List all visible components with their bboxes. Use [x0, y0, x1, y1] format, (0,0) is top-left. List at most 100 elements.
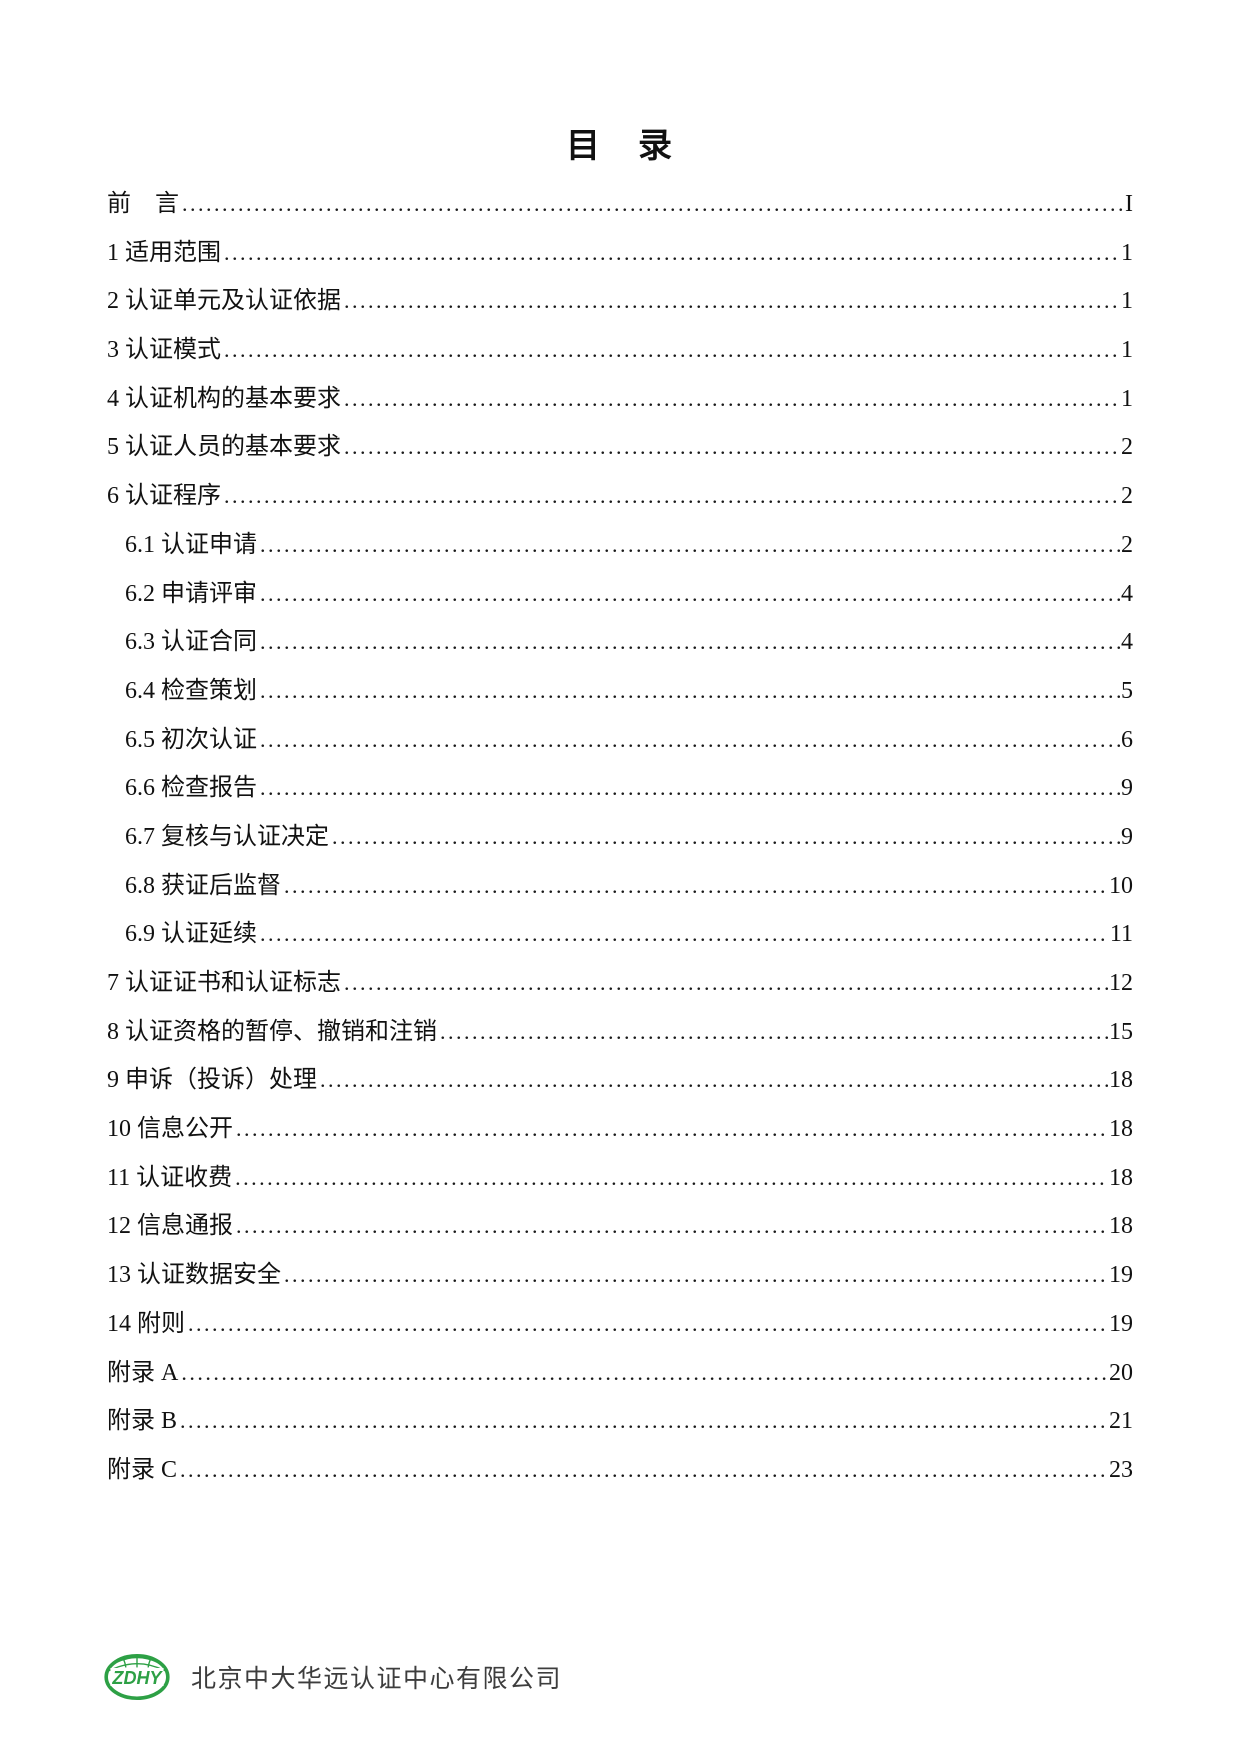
- toc-entry: 6.8 获证后监督 10: [107, 862, 1133, 911]
- toc-leader-dots: [260, 521, 1120, 570]
- toc-entry-label: 10 信息公开: [107, 1116, 233, 1143]
- toc-entry-page: 18: [1109, 1116, 1133, 1143]
- toc-entry-label: 4 认证机构的基本要求: [107, 385, 341, 412]
- toc-entry-page: 18: [1109, 1213, 1133, 1240]
- toc-entry-label: 6.7 复核与认证决定: [125, 823, 329, 850]
- toc-entry: 4 认证机构的基本要求 1: [107, 375, 1133, 424]
- toc-entry: 6 认证程序 2: [107, 472, 1133, 521]
- toc-leader-dots: [344, 277, 1120, 326]
- toc-entry-label: 附录 C: [107, 1456, 178, 1483]
- toc-entry-label: 9 申诉（投诉）处理: [107, 1067, 317, 1094]
- toc-entry-label: 5 认证人员的基本要求: [107, 434, 341, 461]
- toc-entry-page: 12: [1109, 970, 1133, 996]
- toc-entry-page: 5: [1121, 677, 1133, 704]
- toc-leader-dots: [180, 1446, 1108, 1495]
- toc-entry-page: 4: [1121, 629, 1133, 656]
- toc-entry: 附录 A 20: [107, 1349, 1133, 1398]
- toc-leader-dots: [440, 1008, 1108, 1057]
- toc-entry-label: 8 认证资格的暂停、撤销和注销: [107, 1018, 437, 1045]
- toc-leader-dots: [236, 1105, 1108, 1154]
- toc-entry: 2 认证单元及认证依据 1: [107, 277, 1133, 326]
- toc-entry-page: 2: [1121, 531, 1133, 558]
- toc-entry-page: 1: [1121, 239, 1133, 266]
- toc-entry-page: 1: [1121, 288, 1133, 315]
- toc-leader-dots: [224, 229, 1120, 278]
- toc-entry: 6.1 认证申请 2: [107, 521, 1133, 570]
- toc-entry-page: 20: [1109, 1359, 1133, 1386]
- globe-logo-icon: ZDHY: [104, 1653, 170, 1701]
- toc-leader-dots: [344, 375, 1120, 424]
- toc-entry-label: 6.5 初次认证: [125, 726, 257, 753]
- toc-entry-label: 14 附则: [107, 1310, 185, 1337]
- toc-entry: 12 信息通报 18: [107, 1202, 1133, 1251]
- toc-entry: 6.6 检查报告 9: [107, 764, 1133, 813]
- toc-entry: 6.3 认证合同 4: [107, 618, 1133, 667]
- toc-entry: 6.4 检查策划 5: [107, 667, 1133, 716]
- toc-entry-page: 19: [1109, 1310, 1133, 1337]
- toc-entry-label: 2 认证单元及认证依据: [107, 288, 341, 315]
- toc-leader-dots: [344, 959, 1108, 1008]
- logo-text: ZDHY: [111, 1668, 163, 1688]
- toc-leader-dots: [224, 326, 1120, 375]
- toc-leader-dots: [180, 1397, 1108, 1446]
- toc-entry-label: 11 认证收费: [107, 1164, 233, 1191]
- toc-entry-page: 18: [1109, 1164, 1133, 1191]
- toc-leader-dots: [284, 862, 1108, 911]
- toc-entry-page: 18: [1109, 1067, 1133, 1094]
- toc-entry: 14 附则 19: [107, 1300, 1133, 1349]
- toc-entry: 1 适用范围 1: [107, 229, 1133, 278]
- toc-entry-label: 6.9 认证延续: [125, 921, 257, 948]
- toc-entry: 6.2 申请评审 4: [107, 570, 1133, 619]
- toc-entry-label: 6.2 申请评审: [125, 580, 257, 607]
- toc-entry-page: 15: [1109, 1018, 1133, 1045]
- toc-entry: 3 认证模式 1: [107, 326, 1133, 375]
- toc-entry-label: 6.1 认证申请: [125, 531, 257, 558]
- toc-entry-page: 1: [1121, 385, 1133, 412]
- toc-entry: 5 认证人员的基本要求 2: [107, 423, 1133, 472]
- toc-entry-page: 2: [1121, 483, 1133, 510]
- toc-leader-dots: [260, 716, 1120, 765]
- toc-entry-page: 23: [1109, 1456, 1133, 1483]
- toc-entry-page: I: [1125, 191, 1133, 217]
- toc-entry-label: 7 认证证书和认证标志: [107, 970, 341, 996]
- toc-leader-dots: [235, 1154, 1108, 1203]
- toc-entry-page: 11: [1109, 921, 1133, 948]
- toc-leader-dots: [181, 1349, 1108, 1398]
- toc-entry-label: 6 认证程序: [107, 483, 221, 510]
- toc-leader-dots: [284, 1251, 1108, 1300]
- toc-entry-label: 3 认证模式: [107, 337, 221, 364]
- toc-entry: 9 申诉（投诉）处理 18: [107, 1056, 1133, 1105]
- toc-entry-label: 6.8 获证后监督: [125, 872, 281, 899]
- toc-entry: 附录 B 21: [107, 1397, 1133, 1446]
- toc-entry-label: 6.6 检查报告: [125, 775, 257, 802]
- toc-leader-dots: [332, 813, 1120, 862]
- toc-entry: 7 认证证书和认证标志 12: [107, 959, 1133, 1008]
- toc-entry: 8 认证资格的暂停、撤销和注销 15: [107, 1008, 1133, 1057]
- toc-entry: 6.7 复核与认证决定 9: [107, 813, 1133, 862]
- toc-leader-dots: [260, 618, 1120, 667]
- toc-entry-page: 21: [1109, 1408, 1133, 1435]
- company-name: 北京中大华远认证中心有限公司: [191, 1665, 563, 1693]
- toc-leader-dots: [344, 423, 1120, 472]
- toc-entry-label: 13 认证数据安全: [107, 1262, 281, 1289]
- toc-entry-page: 9: [1121, 823, 1133, 850]
- toc-entry-label: 1 适用范围: [107, 239, 221, 266]
- toc-entry-label: 前 言: [107, 191, 179, 217]
- toc-entry-label: 6.4 检查策划: [125, 677, 257, 704]
- toc-entry-page: 2: [1121, 434, 1133, 461]
- toc-entry-page: 6: [1121, 726, 1133, 753]
- toc-leader-dots: [260, 667, 1120, 716]
- toc-entry-label: 6.3 认证合同: [125, 629, 257, 656]
- toc-leader-dots: [260, 910, 1109, 959]
- company-logo: ZDHY: [103, 1649, 171, 1705]
- toc-leader-dots: [188, 1300, 1108, 1349]
- toc-entry-page: 10: [1109, 872, 1133, 899]
- toc-leader-dots: [224, 472, 1120, 521]
- toc-entry: 6.5 初次认证 6: [107, 716, 1133, 765]
- toc-leader-dots: [236, 1202, 1108, 1251]
- toc-entry-label: 12 信息通报: [107, 1213, 233, 1240]
- page-footer: ZDHY 北京中大华远认证中心有限公司: [103, 1647, 562, 1707]
- toc-leader-dots: [260, 764, 1120, 813]
- page-title: 目 录: [566, 128, 674, 165]
- toc-entry-label: 附录 A: [107, 1359, 179, 1386]
